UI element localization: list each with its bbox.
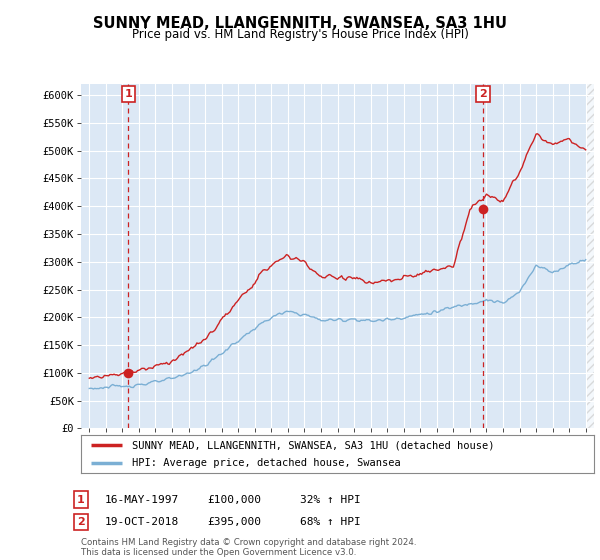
Text: 32% ↑ HPI: 32% ↑ HPI [300,494,361,505]
Text: 19-OCT-2018: 19-OCT-2018 [105,517,179,527]
Text: 1: 1 [77,494,85,505]
Text: 16-MAY-1997: 16-MAY-1997 [105,494,179,505]
Text: 68% ↑ HPI: 68% ↑ HPI [300,517,361,527]
Text: Contains HM Land Registry data © Crown copyright and database right 2024.
This d: Contains HM Land Registry data © Crown c… [81,538,416,557]
Text: 2: 2 [479,89,487,99]
Text: 1: 1 [125,89,133,99]
Text: 2: 2 [77,517,85,527]
Text: HPI: Average price, detached house, Swansea: HPI: Average price, detached house, Swan… [133,458,401,468]
Text: £395,000: £395,000 [207,517,261,527]
Text: SUNNY MEAD, LLANGENNITH, SWANSEA, SA3 1HU (detached house): SUNNY MEAD, LLANGENNITH, SWANSEA, SA3 1H… [133,440,495,450]
Text: SUNNY MEAD, LLANGENNITH, SWANSEA, SA3 1HU: SUNNY MEAD, LLANGENNITH, SWANSEA, SA3 1H… [93,16,507,31]
Text: £100,000: £100,000 [207,494,261,505]
Text: Price paid vs. HM Land Registry's House Price Index (HPI): Price paid vs. HM Land Registry's House … [131,28,469,41]
